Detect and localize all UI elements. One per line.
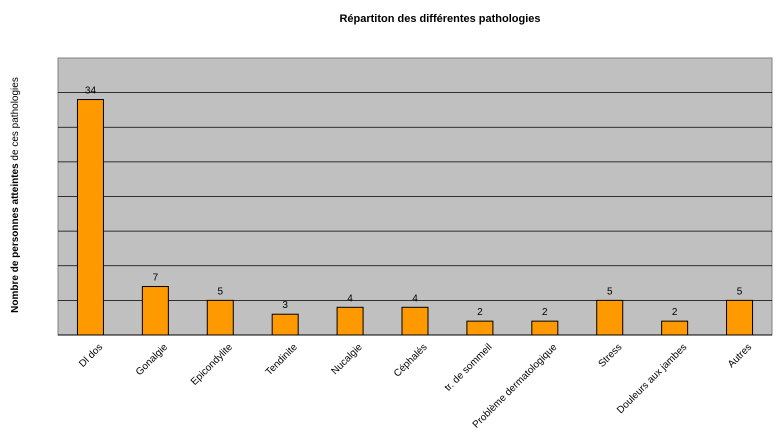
bar — [466, 320, 494, 336]
category-label: tr. de sommeil — [443, 342, 495, 394]
bar — [401, 306, 429, 336]
y-axis-label-bold: Nombre de personnes atteintes — [10, 163, 21, 313]
category-label: Nucalgie — [329, 342, 365, 378]
bar — [661, 320, 689, 336]
value-label: 5 — [217, 286, 223, 297]
value-label: 7 — [153, 273, 159, 284]
category-label: Céphalés — [392, 342, 430, 380]
category-label: Dl dos — [77, 342, 105, 370]
bar — [141, 286, 169, 336]
value-label: 5 — [607, 286, 613, 297]
value-label: 5 — [737, 286, 743, 297]
category-label: Autres — [726, 342, 754, 370]
category-labels: Dl dos Gonalgie Epicondylite Tendinite Nucal… — [77, 342, 754, 431]
value-label: 3 — [282, 300, 288, 311]
bar — [531, 320, 559, 336]
category-label: Epicondylite — [189, 342, 235, 388]
category-label: Douleurs aux jambes — [615, 342, 689, 416]
value-label: 4 — [347, 293, 353, 304]
bar — [336, 306, 364, 336]
y-axis-label: Nombre de personnes atteintes de ces pat… — [10, 77, 21, 313]
category-label: Gonalgie — [134, 342, 170, 378]
category-label: Stress — [597, 342, 625, 370]
value-label: 4 — [412, 293, 418, 304]
value-label: 2 — [542, 307, 548, 318]
bar — [76, 99, 104, 336]
y-axis-label-rest: de ces pathologies — [10, 77, 21, 163]
category-label: Tendinite — [264, 342, 300, 378]
value-label: 34 — [85, 86, 97, 97]
value-label: 2 — [477, 307, 483, 318]
chart-title: Répartiton des différentes pathologies — [339, 13, 540, 25]
bar — [726, 299, 754, 336]
bars — [76, 99, 754, 336]
bar — [271, 313, 299, 336]
bar — [206, 299, 234, 336]
bar — [596, 299, 624, 336]
value-label: 2 — [672, 307, 678, 318]
